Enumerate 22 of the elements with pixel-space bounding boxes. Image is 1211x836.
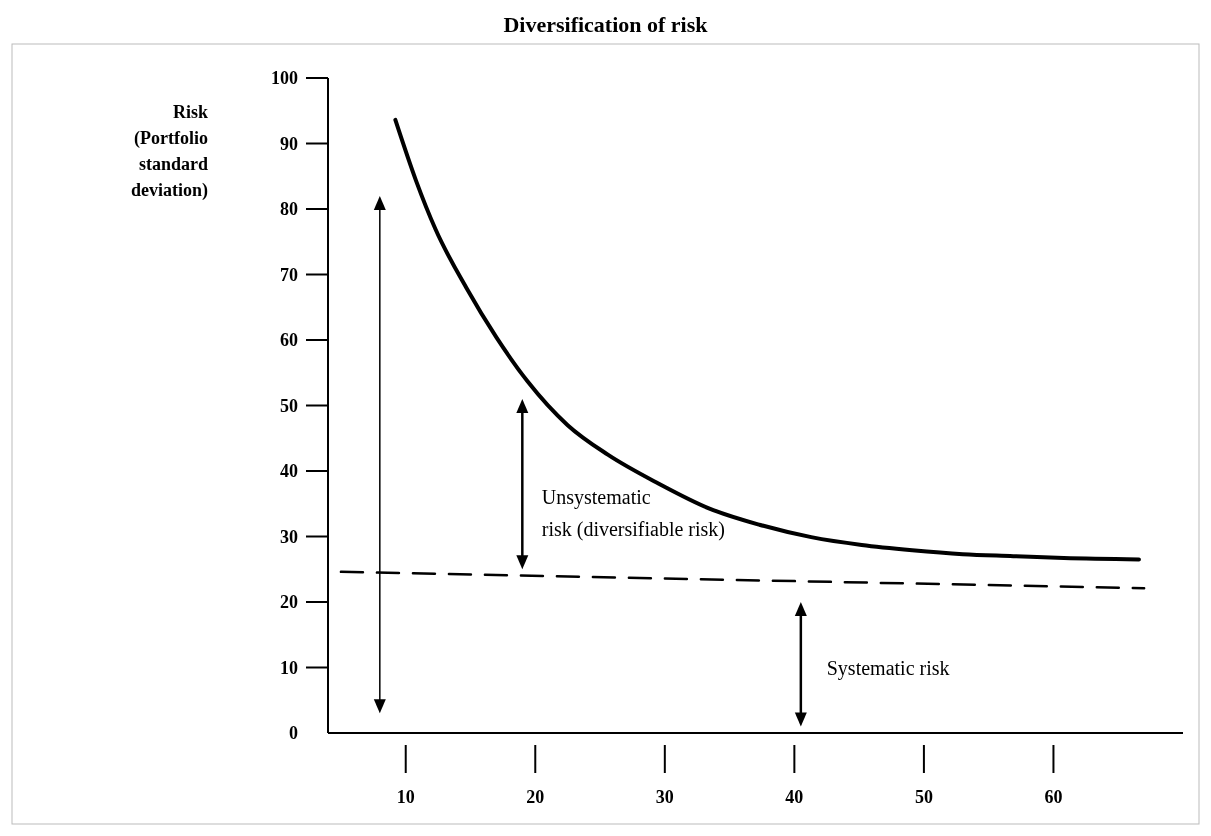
x-tick-label: 20 [526,787,545,807]
annotation: Unsystematic risk (diversifiable risk) [541,485,726,541]
y-tick-label: 50 [280,395,298,416]
x-tick-label: 10 [396,787,415,807]
y-tick-label: 10 [280,657,298,678]
x-tick-label: 60 [1044,787,1063,807]
x-tick-label: 40 [785,787,804,807]
y-axis-title: Risk (Portfolio standard deviation) [130,102,208,201]
x-tick-label: 50 [914,787,933,807]
y-tick-label: 40 [280,461,298,482]
y-tick-label: 100 [271,68,298,89]
y-tick-label: 20 [280,592,298,613]
y-tick-label: 70 [280,264,298,285]
y-tick-label: 0 [289,723,298,744]
y-tick-label: 60 [280,330,298,351]
y-tick-label: 80 [280,199,298,220]
line-series [393,117,1141,562]
x-tick-label: 30 [655,787,674,807]
annotation: Systematic risk [826,656,950,680]
y-tick-label: 30 [280,526,298,547]
y-tick-label: 90 [280,133,298,154]
chart-title: Diversification of risk [503,12,709,37]
